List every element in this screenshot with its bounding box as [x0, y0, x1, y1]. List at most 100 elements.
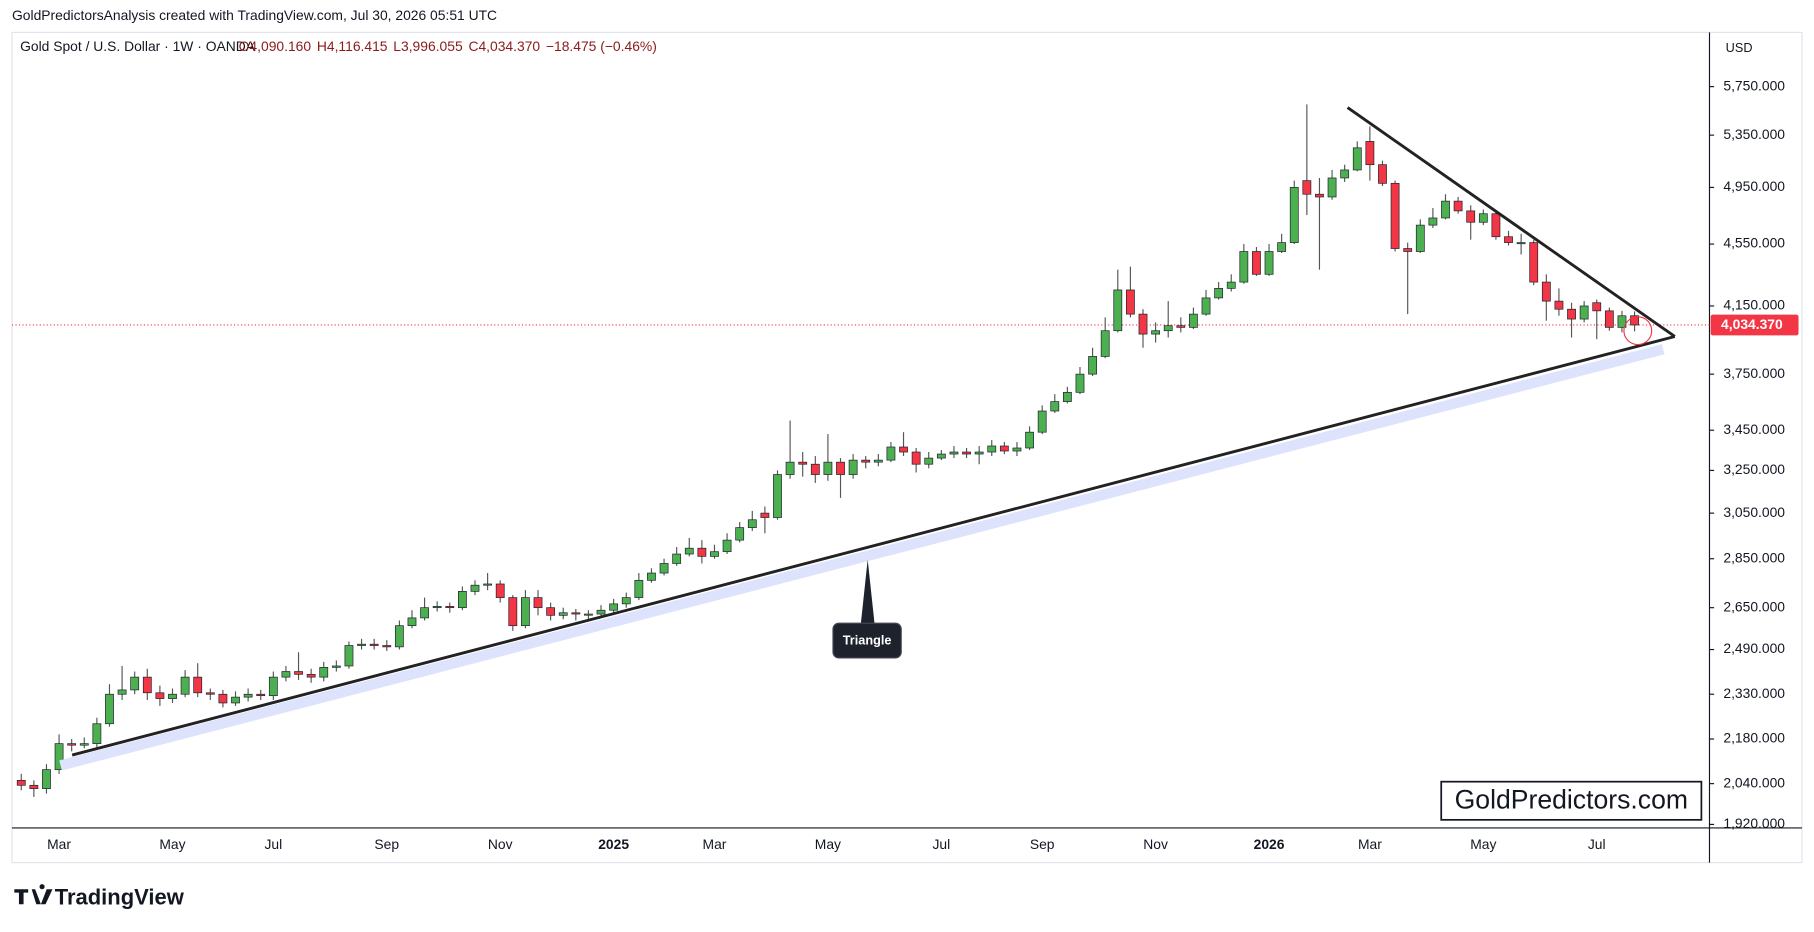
candle-body	[294, 671, 303, 675]
y-tick-label: 2,850.000	[1723, 549, 1785, 565]
x-tick-label: Sep	[374, 836, 399, 852]
candle-body	[243, 693, 253, 698]
candle-body	[281, 671, 291, 678]
candle-body	[634, 579, 644, 598]
candle-body	[193, 676, 203, 694]
candle-body	[508, 597, 518, 627]
candle-body	[1050, 401, 1060, 412]
candle-body	[546, 607, 556, 616]
candle-body	[1554, 300, 1564, 310]
x-tick-label: Nov	[488, 836, 513, 852]
candle-body	[836, 461, 845, 475]
x-tick-label: Nov	[1143, 836, 1168, 852]
candle-body	[911, 451, 921, 465]
candle-body	[407, 617, 417, 627]
y-tick-label: 3,750.000	[1723, 365, 1785, 381]
candle-body	[256, 693, 266, 697]
plot	[12, 104, 1710, 797]
candle-body	[205, 692, 215, 695]
candle-body	[558, 612, 568, 616]
candle-body	[571, 612, 581, 615]
candle-body	[1201, 297, 1211, 315]
candle-body	[1516, 242, 1526, 245]
ohlc-value: L3,996.055	[393, 38, 463, 54]
candle-body	[1504, 236, 1513, 243]
candle-body	[1226, 281, 1236, 289]
candle-body	[1529, 242, 1539, 283]
candle-body	[420, 607, 429, 619]
x-tick-label: May	[1470, 836, 1496, 852]
candle-body	[773, 474, 782, 518]
candle-body	[1088, 356, 1097, 375]
candle-body	[621, 597, 631, 605]
candle-body	[16, 780, 26, 786]
candle-body	[1617, 315, 1627, 328]
candle-body	[886, 446, 896, 461]
candle-body	[1604, 310, 1614, 328]
candle-body	[1277, 242, 1287, 252]
x-tick-label: Jul	[932, 836, 950, 852]
candle-body	[533, 597, 543, 609]
y-tick-label: 4,950.000	[1723, 178, 1785, 194]
candle-body	[823, 461, 833, 475]
candle-body	[445, 606, 455, 609]
candle-body	[331, 665, 341, 668]
y-tick-label: 4,150.000	[1723, 297, 1785, 313]
x-tick-label: Mar	[1358, 836, 1382, 852]
candle-body	[899, 446, 908, 453]
candle-body	[684, 547, 694, 555]
x-tick-label: 2026	[1254, 836, 1285, 852]
y-tick-label: 2,490.000	[1723, 640, 1785, 656]
candle-body	[1415, 224, 1425, 252]
candle-body	[999, 445, 1009, 452]
candle-body	[268, 676, 278, 697]
last-price-box	[1710, 314, 1799, 336]
highlight-circle	[1623, 316, 1653, 346]
candle-body	[1100, 330, 1110, 357]
candle-body	[1491, 213, 1501, 238]
candle-body	[1453, 200, 1463, 212]
x-tick-label: Mar	[703, 836, 727, 852]
candle-body	[1340, 169, 1350, 179]
candle-body	[382, 645, 392, 648]
candle-body	[79, 743, 89, 746]
candle-body	[962, 451, 971, 455]
ohlc-value: C4,034.370	[468, 38, 540, 54]
candle-body	[470, 584, 480, 592]
x-tick-label: Sep	[1030, 836, 1055, 852]
candle-body	[29, 784, 39, 789]
candle-body	[798, 461, 808, 465]
trendline-resistance	[1346, 106, 1676, 338]
y-tick-label: 5,750.000	[1723, 77, 1785, 93]
candle-body	[596, 609, 606, 615]
frame	[11, 31, 1803, 864]
candle-body	[457, 591, 467, 609]
candle-body	[710, 551, 719, 557]
y-tick-label: 1,920.000	[1723, 815, 1785, 831]
ohlc-value: H4,116.415	[317, 38, 388, 54]
currency: USD	[1726, 40, 1753, 55]
candle-body	[1037, 410, 1047, 433]
candle-body	[1176, 325, 1186, 328]
y-tick-label: 3,050.000	[1723, 504, 1785, 520]
y-tick-label: 5,350.000	[1723, 126, 1785, 142]
candle-body	[168, 693, 177, 699]
candle-body	[924, 457, 934, 465]
candle-body	[1302, 180, 1312, 195]
ohlc-value: O4,090.160	[239, 38, 312, 54]
candle-body	[394, 625, 404, 648]
candle-body	[1189, 313, 1198, 328]
candle-body	[1567, 308, 1576, 320]
x-tick-label: May	[159, 836, 185, 852]
candle-body	[105, 693, 114, 725]
candle-body	[1252, 251, 1261, 275]
candle-body	[1630, 315, 1639, 326]
candle-body	[1025, 431, 1034, 449]
candle-body	[1315, 193, 1324, 198]
candle-body	[432, 606, 442, 609]
candle-body	[130, 676, 140, 691]
y-tick-label: 4,550.000	[1723, 235, 1785, 251]
candle-body	[1378, 164, 1387, 184]
